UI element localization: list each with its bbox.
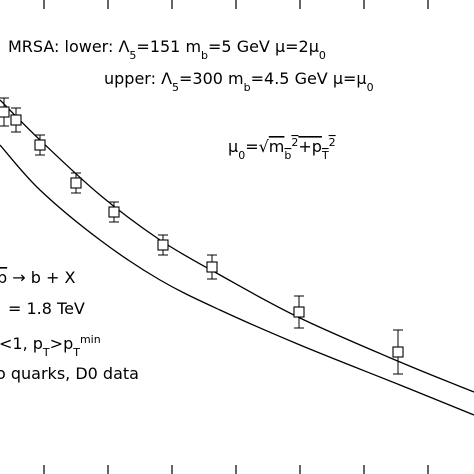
annotation-run: T [42,346,50,359]
annotation-run: min [80,333,101,346]
annotation-run: b [201,49,208,62]
annotation-run: o quarks, D0 data [0,364,139,383]
theory-curve [0,99,474,393]
data-point [293,306,305,318]
annotation: b → b + X [0,268,75,287]
annotation: = 1.8 TeV [8,299,85,318]
annotation-run: b [244,81,251,94]
annotation-run: b [284,149,291,162]
data-point [70,177,82,189]
annotation-run: +p [298,137,322,156]
annotation-run: =300 m [179,69,244,88]
annotation-run: =151 m [136,37,201,56]
annotation-run: b [0,268,7,287]
annotation: upper: Λ5=300 mb=4.5 GeV μ=μ0 [104,69,374,94]
annotation: o quarks, D0 data [0,364,139,383]
data-point [108,206,120,218]
annotation-run: 5 [129,49,136,62]
annotation-run: T [72,346,80,359]
annotation: <1, pT>pTmin [0,333,101,359]
annotation-run: <1, p [0,334,43,353]
annotation-run: =4.5 GeV μ=μ [251,69,367,88]
data-point [10,114,22,126]
annotation: μ0=√mb2+pT2 [228,136,336,162]
annotation: MRSA: lower: Λ5=151 mb=5 GeV μ=2μ0 [8,37,326,62]
annotation-run: 2 [329,136,336,149]
annotation-run: 0 [367,81,374,94]
annotation-run: =5 GeV μ=2μ [208,37,319,56]
data-point [206,261,218,273]
data-point [157,239,169,251]
annotation-run: 0 [238,149,245,162]
annotation-run: MRSA: lower: Λ [8,37,129,56]
data-point [0,106,10,118]
annotation-run: = 1.8 TeV [8,299,85,318]
annotation-run: 5 [172,81,179,94]
annotation-run: → b + X [7,268,75,287]
annotation-run: T [321,149,329,162]
annotation-run: >p [50,334,74,353]
data-point [34,139,46,151]
annotation-run: =√ [245,137,269,156]
theory-curve [0,144,474,416]
annotation-run: m [269,137,285,156]
annotation-run: μ [228,137,238,156]
data-point [392,346,404,358]
annotation-run: 0 [319,49,326,62]
annotation-run: 2 [291,136,298,149]
annotation-run: upper: Λ [104,69,172,88]
